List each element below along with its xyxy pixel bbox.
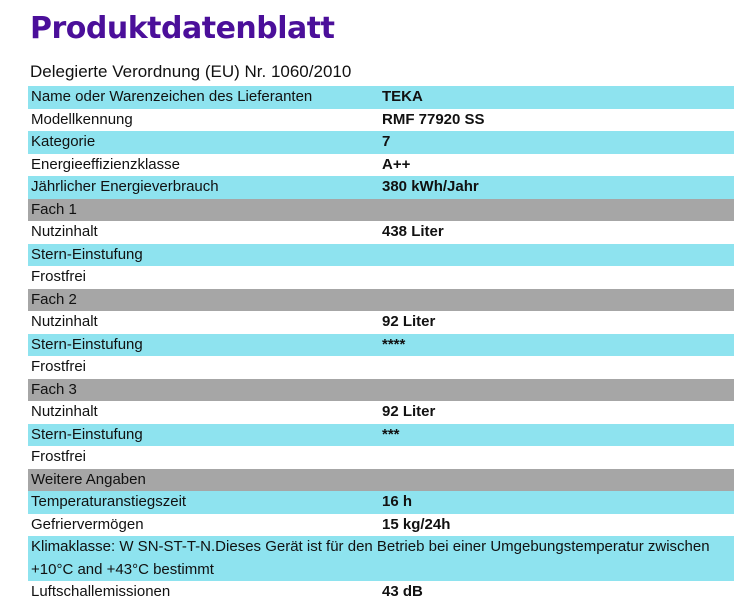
section-label: Fach 3	[31, 380, 77, 398]
row-value: 15 kg/24h	[382, 515, 451, 533]
table-row-star-rating-1: Stern-Einstufung	[28, 243, 734, 266]
row-value: ****	[382, 335, 406, 353]
climate-class-note: Klimaklasse: W SN-ST-T-N.Dieses Gerät is…	[28, 536, 734, 581]
row-value: RMF 77920 SS	[382, 110, 485, 128]
table-row-model: Modellkennung RMF 77920 SS	[28, 108, 734, 131]
row-value: 43 dB	[382, 583, 423, 600]
row-label: Energieeffizienzklasse	[31, 155, 180, 173]
table-row-energy-class: Energieeffizienzklasse A++	[28, 153, 734, 176]
row-label: Nutzinhalt	[31, 223, 98, 240]
section-label: Fach 2	[31, 290, 77, 308]
row-value: A++	[382, 155, 411, 173]
table-row-frostfree-2: Frostfrei	[28, 356, 734, 379]
table-row-supplier: Name oder Warenzeichen des Lieferanten T…	[28, 86, 734, 109]
section-label: Weitere Angaben	[31, 470, 146, 488]
row-value: 16 h	[382, 493, 413, 510]
table-row-capacity-3: Nutzinhalt 92 Liter	[28, 401, 734, 424]
row-value: 92 Liter	[382, 313, 436, 330]
row-value: 438 Liter	[382, 223, 444, 240]
section-label: Fach 1	[31, 200, 77, 218]
section-header-compartment-3: Fach 3	[28, 378, 734, 401]
row-label: Stern-Einstufung	[31, 335, 143, 353]
table-row-freezing-capacity: Gefriervermögen 15 kg/24h	[28, 513, 734, 536]
row-value: TEKA	[382, 88, 423, 105]
table-row-category: Kategorie 7	[28, 131, 734, 154]
row-label: Temperaturanstiegszeit	[31, 493, 187, 510]
row-label: Name oder Warenzeichen des Lieferanten	[31, 88, 313, 105]
section-header-compartment-1: Fach 1	[28, 198, 734, 221]
section-header-further-info: Weitere Angaben	[28, 468, 734, 491]
table-row-temperature-rise-time: Temperaturanstiegszeit 16 h	[28, 491, 734, 514]
regulation-subtitle: Delegierte Verordnung (EU) Nr. 1060/2010	[30, 62, 352, 81]
row-value: 380 kWh/Jahr	[382, 178, 479, 195]
table-row-noise-emission: Luftschallemissionen 43 dB	[28, 581, 734, 604]
product-data-table: Name oder Warenzeichen des Lieferanten T…	[28, 86, 734, 604]
table-row-annual-consumption: Jährlicher Energieverbrauch 380 kWh/Jahr	[28, 176, 734, 199]
row-value: 92 Liter	[382, 403, 436, 420]
table-row-capacity-2: Nutzinhalt 92 Liter	[28, 311, 734, 334]
section-header-compartment-2: Fach 2	[28, 288, 734, 311]
row-label: Stern-Einstufung	[31, 245, 143, 263]
table-row-star-rating-2: Stern-Einstufung ****	[28, 333, 734, 356]
row-label: Stern-Einstufung	[31, 425, 143, 443]
table-row-capacity-1: Nutzinhalt 438 Liter	[28, 221, 734, 244]
row-label: Nutzinhalt	[31, 403, 98, 420]
row-label: Luftschallemissionen	[31, 583, 171, 600]
table-row-frostfree-1: Frostfrei	[28, 266, 734, 289]
table-row-star-rating-3: Stern-Einstufung ***	[28, 423, 734, 446]
row-label: Jährlicher Energieverbrauch	[31, 178, 219, 195]
row-label: Kategorie	[31, 133, 96, 150]
row-label: Nutzinhalt	[31, 313, 98, 330]
row-label: Frostfrei	[31, 358, 87, 375]
row-label: Frostfrei	[31, 448, 87, 465]
row-value: ***	[382, 425, 400, 443]
table-row-frostfree-3: Frostfrei	[28, 446, 734, 469]
row-value: 7	[382, 133, 391, 150]
row-label: Modellkennung	[31, 110, 133, 128]
row-label: Gefriervermögen	[31, 515, 144, 533]
page-title: Produktdatenblatt	[30, 11, 335, 46]
row-label: Frostfrei	[31, 268, 87, 285]
